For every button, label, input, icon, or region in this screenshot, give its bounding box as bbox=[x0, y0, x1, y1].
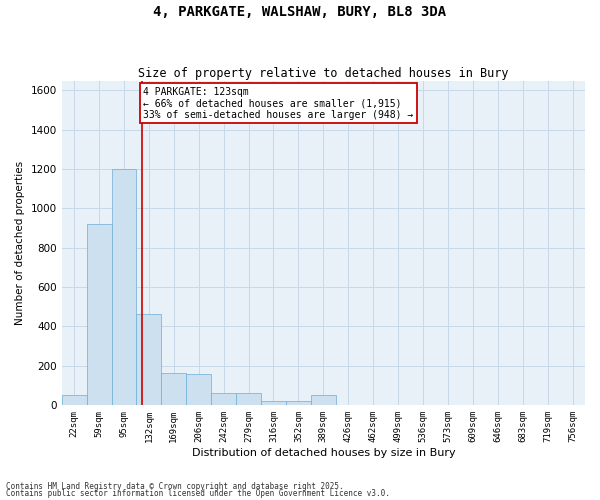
Bar bbox=[261, 401, 286, 405]
Title: Size of property relative to detached houses in Bury: Size of property relative to detached ho… bbox=[138, 66, 509, 80]
Bar bbox=[136, 314, 161, 405]
Bar bbox=[62, 395, 86, 405]
Bar bbox=[236, 393, 261, 405]
Y-axis label: Number of detached properties: Number of detached properties bbox=[15, 160, 25, 325]
Bar bbox=[211, 393, 236, 405]
Text: 4, PARKGATE, WALSHAW, BURY, BL8 3DA: 4, PARKGATE, WALSHAW, BURY, BL8 3DA bbox=[154, 5, 446, 19]
Bar bbox=[86, 224, 112, 405]
Bar bbox=[161, 374, 186, 405]
Bar bbox=[112, 169, 136, 405]
Text: 4 PARKGATE: 123sqm
← 66% of detached houses are smaller (1,915)
33% of semi-deta: 4 PARKGATE: 123sqm ← 66% of detached hou… bbox=[143, 86, 413, 120]
Text: Contains HM Land Registry data © Crown copyright and database right 2025.: Contains HM Land Registry data © Crown c… bbox=[6, 482, 344, 491]
Bar bbox=[186, 374, 211, 405]
X-axis label: Distribution of detached houses by size in Bury: Distribution of detached houses by size … bbox=[191, 448, 455, 458]
Text: Contains public sector information licensed under the Open Government Licence v3: Contains public sector information licen… bbox=[6, 490, 390, 498]
Bar bbox=[286, 401, 311, 405]
Bar bbox=[311, 395, 336, 405]
